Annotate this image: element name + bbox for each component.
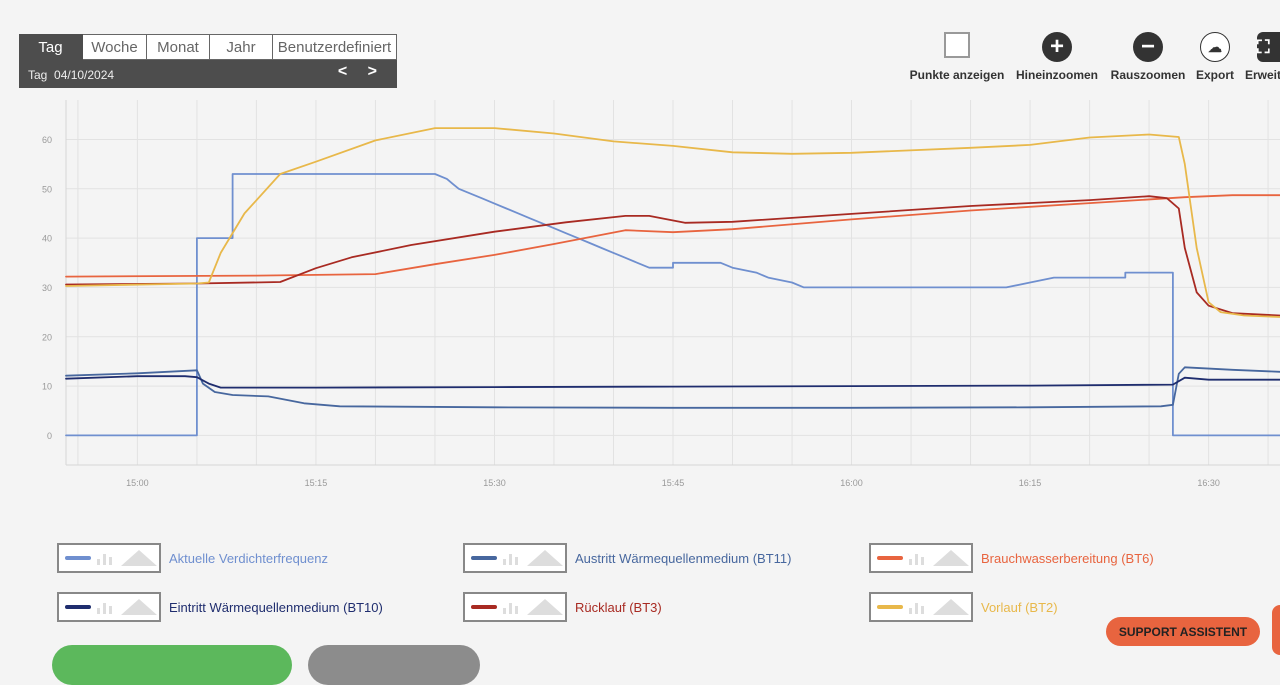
bar-chart-icon	[97, 600, 117, 614]
time-range-panel: Tag Woche Monat Jahr Benutzerdefiniert T…	[19, 34, 397, 88]
bar-chart-icon	[503, 551, 523, 565]
area-chart-icon	[527, 599, 563, 615]
bar-chart-icon	[97, 551, 117, 565]
zoom-in-label: Hineinzoomen	[1015, 68, 1098, 82]
legend-swatch	[65, 556, 91, 560]
tab-custom[interactable]: Benutzerdefiniert	[273, 34, 397, 60]
legend-label: Brauchwasserbereitung (BT6)	[981, 550, 1154, 566]
x-tick-label: 15:30	[483, 478, 506, 488]
series-line-5	[65, 127, 1280, 318]
x-tick-label: 16:15	[1019, 478, 1042, 488]
bar-chart-icon	[909, 551, 929, 565]
series-line-3	[65, 375, 1280, 389]
area-chart-icon	[121, 550, 157, 566]
chart-toolbar: Punkte anzeigen + Hineinzoomen − Rauszoo…	[905, 32, 1280, 84]
legend-item-series-3[interactable]: Eintritt Wärmequellenmedium (BT10)	[57, 592, 383, 622]
legend-label: Vorlauf (BT2)	[981, 599, 1058, 615]
zoom-out-button[interactable]: − Rauszoomen	[1109, 32, 1187, 82]
range-tabs: Tag Woche Monat Jahr Benutzerdefiniert	[19, 34, 397, 60]
legend-toggle-box[interactable]	[463, 543, 567, 573]
fullscreen-icon: ⛶	[1257, 32, 1280, 62]
series-line-0	[65, 173, 1280, 437]
x-tick-label: 16:30	[1197, 478, 1220, 488]
show-points-label: Punkte anzeigen	[909, 68, 1005, 82]
zoom-out-label: Rauszoomen	[1110, 68, 1186, 82]
legend-item-series-4[interactable]: Rücklauf (BT3)	[463, 592, 662, 622]
area-chart-icon	[121, 599, 157, 615]
export-button[interactable]: ☁ Export	[1195, 32, 1235, 82]
support-assistant-button[interactable]: SUPPORT ASSISTENT	[1106, 617, 1260, 646]
legend-toggle-box[interactable]	[57, 592, 161, 622]
series-line-1	[65, 366, 1280, 409]
bottom-green-button[interactable]	[52, 645, 292, 685]
area-chart-icon	[933, 550, 969, 566]
area-chart-icon	[933, 599, 969, 615]
expand-button[interactable]: ⛶ Erweit	[1245, 32, 1280, 82]
legend-label: Rücklauf (BT3)	[575, 599, 662, 615]
expand-label: Erweit	[1245, 68, 1280, 82]
y-tick-label: 10	[42, 382, 52, 392]
area-chart-icon	[527, 550, 563, 566]
y-tick-label: 60	[42, 135, 52, 145]
legend-item-series-1[interactable]: Austritt Wärmequellenmedium (BT11)	[463, 543, 792, 573]
bar-chart-icon	[909, 600, 929, 614]
series-line-2	[65, 194, 1280, 278]
legend-toggle-box[interactable]	[463, 592, 567, 622]
line-chart: 0 10 20 30 40 50 60 15:00 15:15 15:30 15:45 16:00 16…	[42, 100, 1280, 488]
legend-swatch	[877, 556, 903, 560]
side-action-button[interactable]	[1272, 605, 1280, 655]
minus-icon: −	[1133, 32, 1163, 62]
show-points-checkbox[interactable]	[944, 32, 970, 58]
y-tick-label: 30	[42, 283, 52, 293]
tab-day[interactable]: Tag	[19, 34, 83, 60]
legend-label: Eintritt Wärmequellenmedium (BT10)	[169, 599, 383, 615]
legend-swatch	[877, 605, 903, 609]
y-tick-label: 40	[42, 234, 52, 244]
zoom-in-button[interactable]: + Hineinzoomen	[1015, 32, 1099, 82]
x-tick-label: 15:15	[305, 478, 328, 488]
series-line-4	[65, 195, 1280, 317]
cloud-download-icon: ☁	[1200, 32, 1230, 62]
plus-icon: +	[1042, 32, 1072, 62]
x-tick-label: 15:45	[662, 478, 685, 488]
bottom-gray-button[interactable]	[308, 645, 480, 685]
y-tick-label: 0	[47, 431, 52, 441]
bar-chart-icon	[503, 600, 523, 614]
x-tick-label: 15:00	[126, 478, 149, 488]
tab-year[interactable]: Jahr	[210, 34, 273, 60]
show-points-toggle[interactable]: Punkte anzeigen	[905, 32, 1009, 82]
y-tick-label: 20	[42, 332, 52, 342]
legend-label: Aktuelle Verdichterfrequenz	[169, 550, 328, 566]
tab-week[interactable]: Woche	[83, 34, 147, 60]
x-tick-label: 16:00	[840, 478, 863, 488]
tab-month[interactable]: Monat	[147, 34, 210, 60]
legend-swatch	[65, 605, 91, 609]
legend-toggle-box[interactable]	[57, 543, 161, 573]
legend-swatch	[471, 605, 497, 609]
legend-toggle-box[interactable]	[869, 592, 973, 622]
legend-item-series-2[interactable]: Brauchwasserbereitung (BT6)	[869, 543, 1154, 573]
legend-item-series-5[interactable]: Vorlauf (BT2)	[869, 592, 1058, 622]
legend-swatch	[471, 556, 497, 560]
legend-label: Austritt Wärmequellenmedium (BT11)	[575, 550, 792, 566]
legend-toggle-box[interactable]	[869, 543, 973, 573]
y-tick-label: 50	[42, 184, 52, 194]
selected-date-label: Tag 04/10/2024	[28, 68, 115, 82]
date-nav-arrows[interactable]: < >	[337, 63, 385, 80]
legend-item-series-0[interactable]: Aktuelle Verdichterfrequenz	[57, 543, 328, 573]
export-label: Export	[1195, 68, 1234, 82]
